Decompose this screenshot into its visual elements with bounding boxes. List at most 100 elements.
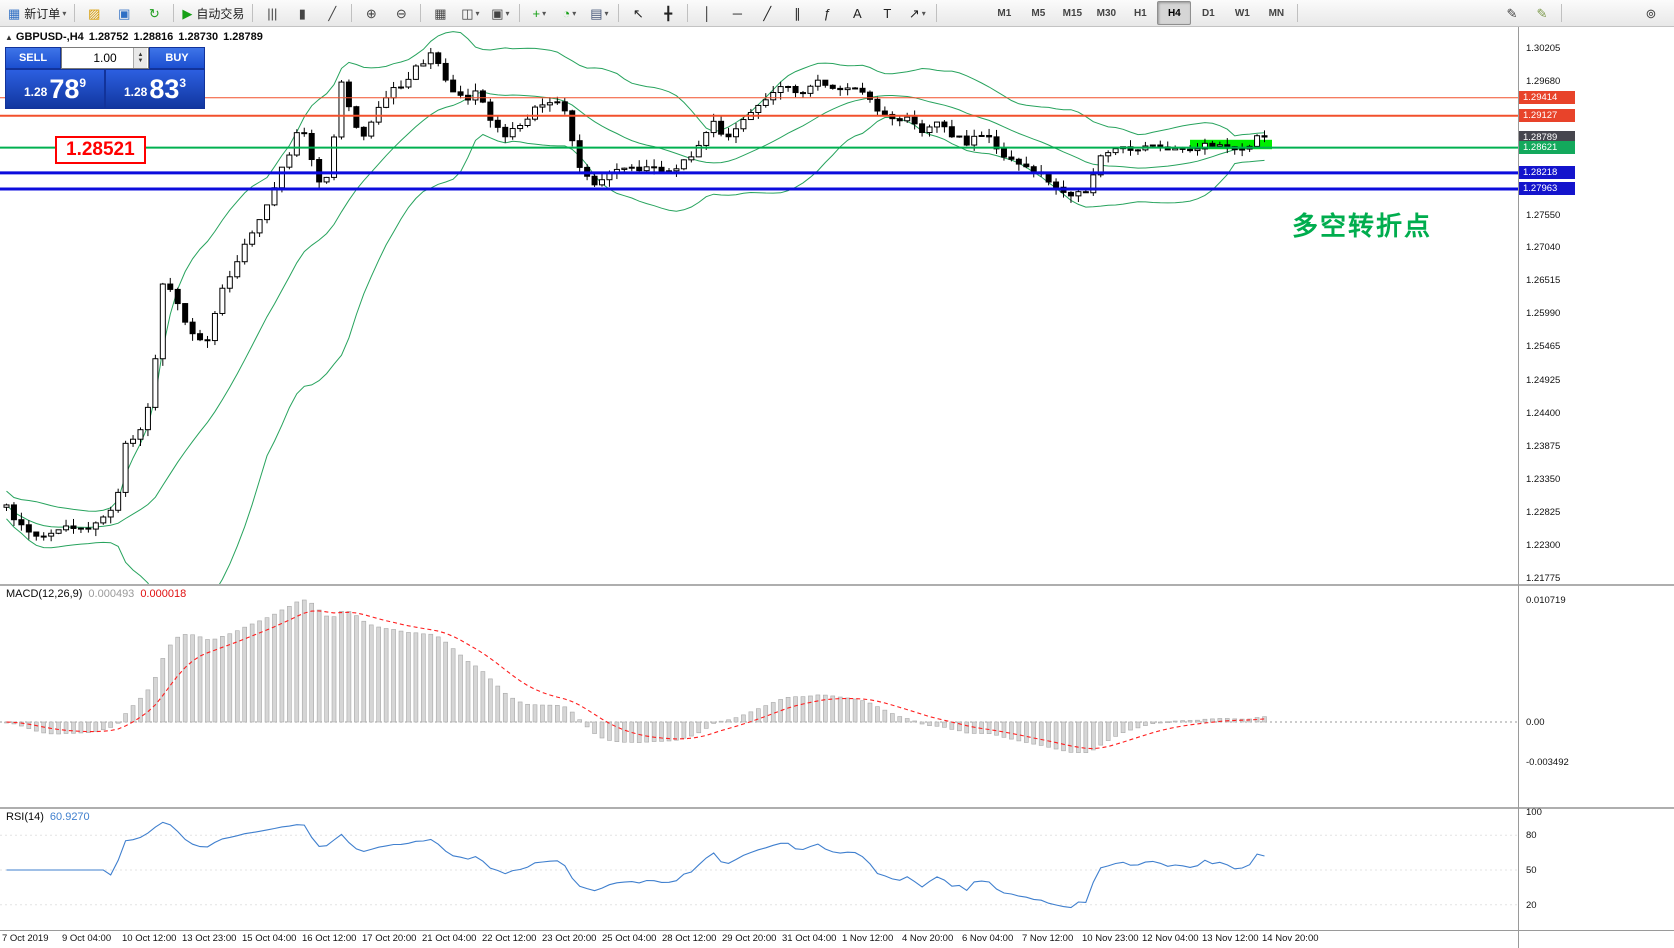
toolbar-separator bbox=[252, 4, 254, 22]
sell-button[interactable]: SELL bbox=[5, 47, 61, 69]
macd-tick: -0.003492 bbox=[1526, 756, 1569, 768]
draw-mode-button[interactable]: ✎ bbox=[1527, 1, 1557, 25]
macd-signal-value: 0.000018 bbox=[140, 588, 187, 600]
timeframe-h4-button[interactable]: H4 bbox=[1157, 1, 1192, 25]
data-window-button[interactable]: ▣ bbox=[109, 1, 139, 25]
time-label: 21 Oct 04:00 bbox=[422, 933, 477, 944]
macd-tick: 0.00 bbox=[1526, 717, 1545, 728]
timeframe-m15-button[interactable]: M15 bbox=[1055, 1, 1089, 25]
sell-price-button[interactable]: 1.28 78 9 bbox=[5, 69, 105, 109]
volume-spinner[interactable]: ▲ ▼ bbox=[133, 48, 147, 68]
channel-button[interactable]: ∥ bbox=[782, 1, 812, 25]
rsi-panel-splitter[interactable] bbox=[0, 807, 1674, 809]
fibonacci-icon: ƒ bbox=[823, 5, 831, 21]
time-axis[interactable] bbox=[0, 930, 1674, 948]
buy-button[interactable]: BUY bbox=[149, 47, 205, 69]
timeframe-m15-button-label: M15 bbox=[1062, 7, 1083, 19]
price-axis-separator bbox=[1518, 27, 1519, 948]
candlestick-button[interactable]: ▮ bbox=[287, 1, 317, 25]
rsi-value: 60.9270 bbox=[49, 811, 90, 823]
toolbar-separator bbox=[351, 4, 353, 22]
collapse-arrow-icon[interactable]: ▲ bbox=[5, 33, 13, 42]
arrange-windows-icon: ◫ bbox=[461, 5, 474, 21]
text-button[interactable]: A bbox=[842, 1, 872, 25]
line-chart-button[interactable]: ╱ bbox=[317, 1, 347, 25]
arrange-windows-button[interactable]: ◫ ▾ bbox=[455, 1, 485, 25]
caret-down-icon: ▾ bbox=[542, 8, 547, 18]
price-tick: 1.23350 bbox=[1526, 473, 1561, 485]
caret-down-icon: ▾ bbox=[604, 8, 609, 18]
ohlc-low: 1.28730 bbox=[178, 31, 219, 43]
timeframe-m5-button[interactable]: M5 bbox=[1021, 1, 1055, 25]
toolbar-group-order: ▦ 新订单 ▾ bbox=[4, 1, 70, 25]
time-label: 22 Oct 12:00 bbox=[482, 933, 537, 944]
time-label: 7 Nov 12:00 bbox=[1022, 933, 1074, 944]
spin-up-icon[interactable]: ▲ bbox=[137, 52, 144, 58]
autotrading-button[interactable]: ▶ 自动交易 bbox=[178, 1, 248, 25]
timeframe-h1-button[interactable]: H1 bbox=[1123, 1, 1157, 25]
cascade-windows-button[interactable]: ▣ ▾ bbox=[485, 1, 515, 25]
period-converter-button[interactable]: ◔ ▾ bbox=[554, 1, 584, 25]
time-label: 13 Oct 23:00 bbox=[182, 933, 237, 944]
trendline-button[interactable]: ╱ bbox=[752, 1, 782, 25]
refresh-icon: ↻ bbox=[148, 5, 160, 21]
macd-tick: 0.010719 bbox=[1526, 594, 1566, 606]
caret-down-icon: ▾ bbox=[921, 8, 926, 18]
arrows-button[interactable]: ↗ ▾ bbox=[902, 1, 932, 25]
one-click-trading-panel: SELL 1.00 ▲ ▼ BUY 1.28 78 9 1.28 83 3 bbox=[5, 47, 205, 109]
new-order-button[interactable]: ▦ 新订单 ▾ bbox=[4, 1, 70, 25]
buy-price-prefix: 1.28 bbox=[123, 85, 148, 99]
buy-price-button[interactable]: 1.28 83 3 bbox=[105, 69, 205, 109]
horizontal-line-icon: ─ bbox=[732, 5, 742, 21]
timeframe-d1-button[interactable]: D1 bbox=[1191, 1, 1225, 25]
horizontal-line-button[interactable]: ─ bbox=[722, 1, 752, 25]
timeframe-m1-button[interactable]: M1 bbox=[987, 1, 1021, 25]
chart-ohlc-header: ▲ GBPUSD-,H4 1.28752 1.28816 1.28730 1.28789 bbox=[5, 31, 268, 43]
macd-header: MACD(12,26,9) 0.000493 0.000018 bbox=[6, 588, 186, 600]
refresh-button[interactable]: ↻ bbox=[139, 1, 169, 25]
price-tick: 1.26515 bbox=[1526, 274, 1561, 286]
crosshair-icon: ╋ bbox=[664, 5, 673, 21]
volume-input[interactable]: 1.00 ▲ ▼ bbox=[61, 47, 149, 69]
caret-down-icon: ▾ bbox=[572, 8, 577, 18]
tile-windows-button[interactable]: ▦ bbox=[425, 1, 455, 25]
edit-chart-button[interactable]: ✎ bbox=[1497, 1, 1527, 25]
template-button[interactable]: ▤ ▾ bbox=[584, 1, 614, 25]
bar-chart-button[interactable]: ||| bbox=[257, 1, 287, 25]
price-tag: 1.28621 bbox=[1519, 141, 1575, 155]
fibonacci-button[interactable]: ƒ bbox=[812, 1, 842, 25]
timeframe-mn-button[interactable]: MN bbox=[1259, 1, 1293, 25]
time-label: 14 Nov 20:00 bbox=[1262, 933, 1319, 944]
toolbar-group-timeframes: M1 M5 M15 M30 H1 H4 D1 W1 MN bbox=[987, 1, 1293, 25]
macd-panel-splitter[interactable] bbox=[0, 584, 1674, 586]
clock-icon: ◔ bbox=[562, 5, 571, 21]
time-label: 10 Nov 23:00 bbox=[1082, 933, 1139, 944]
cursor-icon: ↖ bbox=[632, 5, 644, 21]
label-button[interactable]: T bbox=[872, 1, 902, 25]
price-tick: 1.30205 bbox=[1526, 43, 1561, 54]
spin-down-icon[interactable]: ▼ bbox=[137, 58, 144, 64]
time-label: 31 Oct 04:00 bbox=[782, 933, 837, 944]
channel-icon: ∥ bbox=[794, 5, 801, 21]
zoom-out-button[interactable]: ⊖ bbox=[386, 1, 416, 25]
vertical-line-button[interactable]: │ bbox=[692, 1, 722, 25]
timeframe-m30-button[interactable]: M30 bbox=[1089, 1, 1123, 25]
price-tag: 1.28789 bbox=[1519, 130, 1575, 144]
toolbar-group-layout: ▦ ◫ ▾ ▣ ▾ bbox=[425, 1, 515, 25]
cursor-button[interactable]: ↖ bbox=[623, 1, 653, 25]
search-button[interactable]: ⊚ bbox=[1636, 1, 1666, 25]
add-indicator-button[interactable]: + ▾ bbox=[524, 1, 554, 25]
search-icon: ⊚ bbox=[1645, 5, 1657, 21]
profiles-button[interactable]: ▨ bbox=[79, 1, 109, 25]
price-tick: 1.27040 bbox=[1526, 241, 1561, 253]
vertical-line-icon: │ bbox=[703, 5, 712, 21]
autotrading-play-icon: ▶ bbox=[182, 5, 193, 21]
zoom-in-button[interactable]: ⊕ bbox=[356, 1, 386, 25]
crosshair-button[interactable]: ╋ bbox=[653, 1, 683, 25]
timeframe-w1-button[interactable]: W1 bbox=[1225, 1, 1259, 25]
time-label: 25 Oct 04:00 bbox=[602, 933, 657, 944]
toolbar-group-zoom: ⊕ ⊖ bbox=[356, 1, 416, 25]
autotrading-button-label: 自动交易 bbox=[196, 6, 245, 21]
